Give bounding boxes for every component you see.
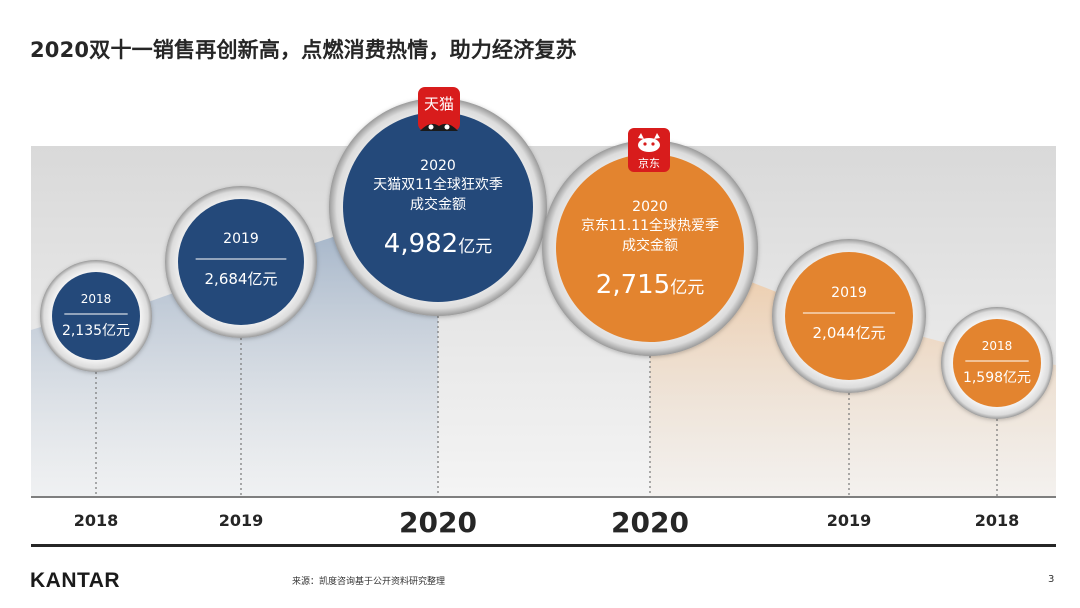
bubble-fill (953, 319, 1041, 407)
bubble-title-line: 天猫双11全球狂欢季 (373, 176, 503, 193)
page-title: 2020双十一销售再创新高，点燃消费热情，助力经济复苏 (30, 38, 577, 62)
bubble-year-label: 2018 (982, 339, 1013, 353)
x-tick-label: 2018 (975, 511, 1020, 530)
x-tick-label: 2020 (399, 506, 477, 539)
jd-logo-text: 京东 (638, 156, 660, 170)
source-note: 来源：凯度咨询基于公开资料研究整理 (292, 577, 446, 587)
bubble-value-label: 1,598亿元 (963, 370, 1031, 386)
bubble-title-line: 成交金额 (622, 237, 678, 254)
bubble-value-label: 2,684亿元 (205, 270, 278, 288)
tmall-logo: 天猫 (418, 87, 460, 131)
bubble-year-label: 2020 (420, 158, 456, 174)
bubble-fill (52, 272, 140, 360)
bubble-year-label: 2019 (831, 285, 867, 301)
bubble-year-label: 2019 (223, 231, 259, 247)
x-tick-label: 2020 (611, 506, 689, 539)
x-tick-label: 2019 (219, 511, 264, 530)
brand-logo: KANTAR (30, 569, 121, 592)
bubble-fill (785, 252, 913, 380)
jd-logo: 京东 (628, 128, 670, 172)
bubble-value-label: 4,982亿元 (384, 229, 492, 259)
tmall-logo-text: 天猫 (424, 95, 454, 113)
bubble-year-label: 2018 (81, 292, 112, 306)
bubble-value-label: 2,135亿元 (62, 323, 130, 339)
bubble-tmall-2019: 2019 2,684亿元 (165, 186, 317, 338)
tmall-area (31, 200, 438, 496)
bubble-title-line: 京东11.11全球热爱季 (581, 217, 719, 234)
bubble-title-line: 成交金额 (410, 196, 466, 213)
footer-divider (31, 544, 1056, 547)
bubble-value-label: 2,044亿元 (813, 324, 886, 342)
bubble-value-label: 2,715亿元 (596, 270, 704, 300)
bubble-tmall-2018: 2018 2,135亿元 (40, 260, 152, 372)
bubble-fill (556, 154, 744, 342)
x-tick-label: 2018 (74, 511, 119, 530)
bubble-fill (343, 112, 533, 302)
x-tick-label: 2019 (827, 511, 872, 530)
page-number: 3 (1048, 574, 1055, 585)
bubble-jd-2018: 2018 1,598亿元 (941, 307, 1053, 419)
bubble-jd-2019: 2019 2,044亿元 (772, 239, 926, 393)
bubble-year-label: 2020 (632, 199, 668, 215)
bubble-fill (178, 199, 304, 325)
